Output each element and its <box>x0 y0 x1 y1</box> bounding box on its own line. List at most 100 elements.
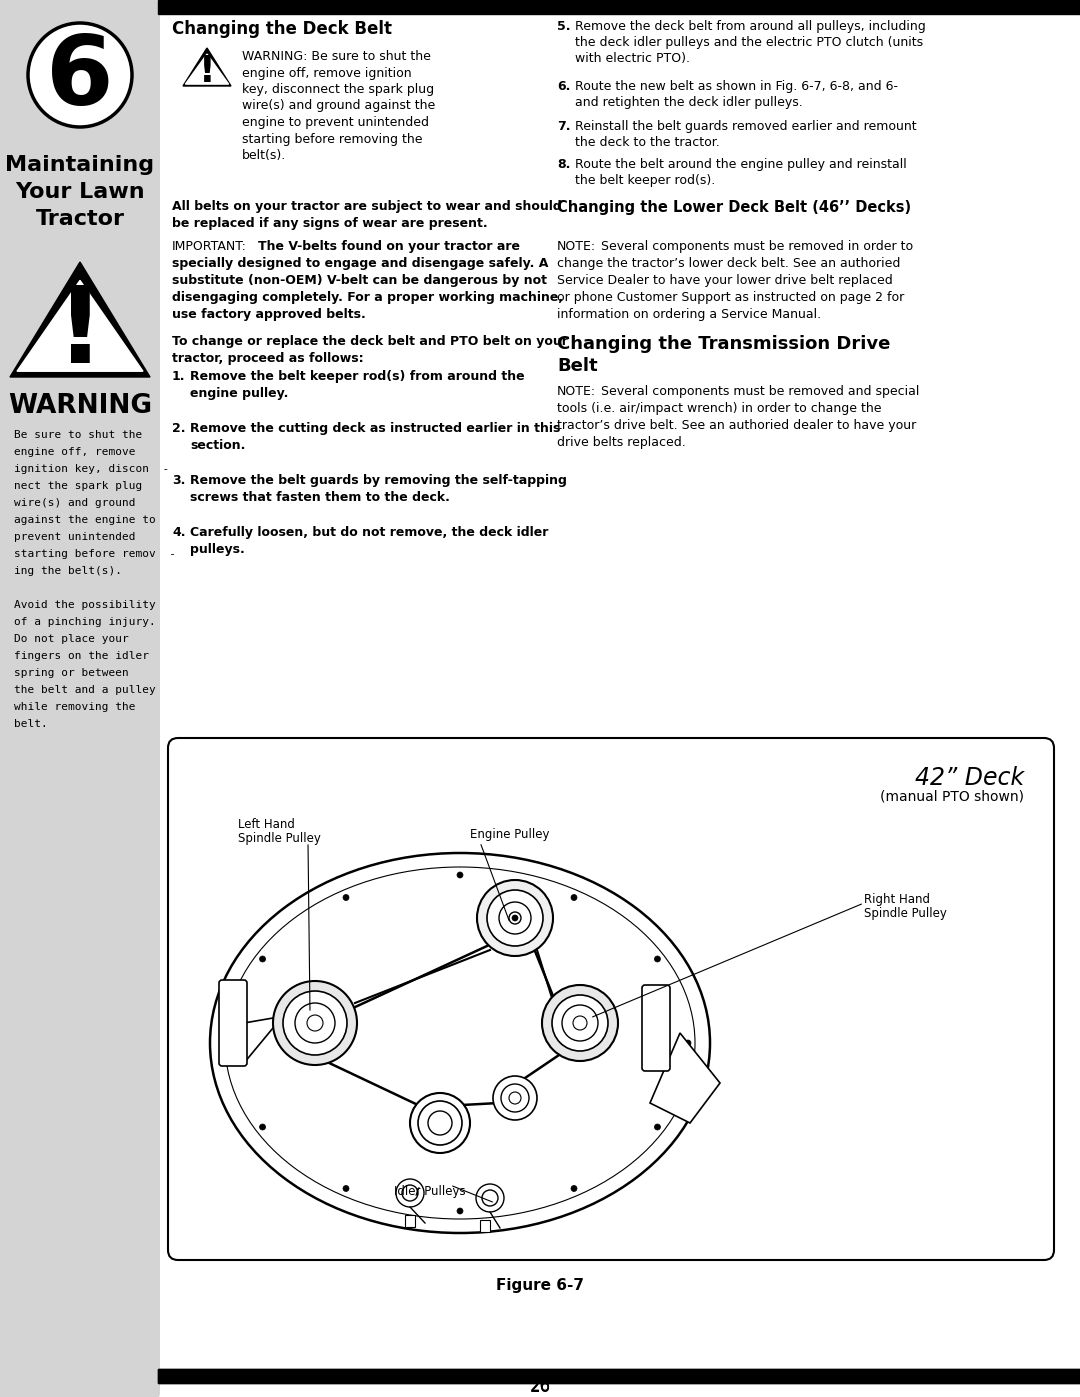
Text: engine pulley.: engine pulley. <box>190 387 288 400</box>
Circle shape <box>343 1186 349 1192</box>
FancyBboxPatch shape <box>0 0 160 1397</box>
Ellipse shape <box>210 854 710 1234</box>
Text: the deck to the tractor.: the deck to the tractor. <box>575 136 719 149</box>
Text: 1.: 1. <box>172 370 186 383</box>
Circle shape <box>542 985 618 1060</box>
Text: information on ordering a Service Manual.: information on ordering a Service Manual… <box>557 307 821 321</box>
Text: Changing the Transmission Drive: Changing the Transmission Drive <box>557 335 890 353</box>
Text: wire(s) and ground: wire(s) and ground <box>14 497 135 509</box>
Circle shape <box>509 1092 521 1104</box>
FancyBboxPatch shape <box>168 738 1054 1260</box>
Text: Remove the belt guards by removing the self-tapping: Remove the belt guards by removing the s… <box>190 474 567 488</box>
Text: Route the belt around the engine pulley and reinstall: Route the belt around the engine pulley … <box>575 158 907 170</box>
Text: Several components must be removed in order to: Several components must be removed in or… <box>597 240 913 253</box>
Text: Carefully loosen, but do not remove, the deck idler: Carefully loosen, but do not remove, the… <box>190 527 549 539</box>
Circle shape <box>571 1186 577 1192</box>
Text: the belt and a pulley: the belt and a pulley <box>14 685 156 694</box>
Text: Do not place your: Do not place your <box>14 634 129 644</box>
Text: 26: 26 <box>529 1377 551 1396</box>
Circle shape <box>501 1084 529 1112</box>
Text: spring or between: spring or between <box>14 668 129 678</box>
Text: 42” Deck: 42” Deck <box>915 766 1024 789</box>
Text: engine off, remove ignition: engine off, remove ignition <box>242 67 411 80</box>
Circle shape <box>654 956 661 963</box>
Circle shape <box>477 880 553 956</box>
Text: Route the new belt as shown in Fig. 6-7, 6-8, and 6-: Route the new belt as shown in Fig. 6-7,… <box>575 80 897 94</box>
Circle shape <box>343 894 349 901</box>
Text: and retighten the deck idler pulleys.: and retighten the deck idler pulleys. <box>575 96 802 109</box>
Text: (manual PTO shown): (manual PTO shown) <box>880 789 1024 805</box>
Polygon shape <box>186 54 229 84</box>
Text: tools (i.e. air/impact wrench) in order to change the: tools (i.e. air/impact wrench) in order … <box>557 402 881 415</box>
Circle shape <box>410 1092 470 1153</box>
Text: drive belts replaced.: drive belts replaced. <box>557 436 686 448</box>
Text: prevent unintended: prevent unintended <box>14 532 135 542</box>
FancyBboxPatch shape <box>642 985 670 1071</box>
Text: 8.: 8. <box>557 158 570 170</box>
Text: 2.: 2. <box>172 422 186 434</box>
Text: Spindle Pulley: Spindle Pulley <box>238 833 321 845</box>
Bar <box>158 1369 1080 1383</box>
Text: engine off, remove: engine off, remove <box>14 447 135 457</box>
Text: use factory approved belts.: use factory approved belts. <box>172 307 366 321</box>
Text: disengaging completely. For a proper working machine,: disengaging completely. For a proper wor… <box>172 291 563 305</box>
Circle shape <box>512 915 518 921</box>
Bar <box>405 1215 415 1227</box>
Circle shape <box>573 1016 588 1030</box>
Text: Idler Pulleys: Idler Pulleys <box>394 1185 465 1199</box>
Text: 4.: 4. <box>172 527 186 539</box>
Circle shape <box>396 1179 424 1207</box>
Text: NOTE:: NOTE: <box>557 386 596 398</box>
Text: !: ! <box>56 282 105 384</box>
Text: 5.: 5. <box>557 20 570 34</box>
Text: Several components must be removed and special: Several components must be removed and s… <box>597 386 919 398</box>
Polygon shape <box>17 281 143 372</box>
Text: Spindle Pulley: Spindle Pulley <box>864 907 947 921</box>
Text: Left Hand: Left Hand <box>238 819 295 831</box>
Text: 6: 6 <box>46 32 113 126</box>
Polygon shape <box>183 47 231 87</box>
Circle shape <box>259 956 266 963</box>
Circle shape <box>295 1003 335 1044</box>
Circle shape <box>499 902 531 935</box>
Text: of a pinching injury.: of a pinching injury. <box>14 617 156 627</box>
Polygon shape <box>650 1032 720 1123</box>
Bar <box>480 1220 490 1232</box>
Circle shape <box>685 1039 691 1046</box>
Circle shape <box>571 894 577 901</box>
Text: Remove the cutting deck as instructed earlier in this: Remove the cutting deck as instructed ea… <box>190 422 561 434</box>
Circle shape <box>273 981 357 1065</box>
Text: Engine Pulley: Engine Pulley <box>470 828 550 841</box>
Circle shape <box>457 872 463 877</box>
Text: WARNING: Be sure to shut the: WARNING: Be sure to shut the <box>242 50 431 63</box>
Text: 6.: 6. <box>557 80 570 94</box>
Text: specially designed to engage and disengage safely. A: specially designed to engage and disenga… <box>172 257 549 270</box>
Text: tractor, proceed as follows:: tractor, proceed as follows: <box>172 352 364 365</box>
Text: Changing the Deck Belt: Changing the Deck Belt <box>172 20 392 38</box>
Text: Maintaining: Maintaining <box>5 155 154 175</box>
Text: Belt: Belt <box>557 358 597 374</box>
Circle shape <box>28 22 132 127</box>
Text: Reinstall the belt guards removed earlier and remount: Reinstall the belt guards removed earlie… <box>575 120 917 133</box>
Text: The V-belts found on your tractor are: The V-belts found on your tractor are <box>258 240 519 253</box>
Bar <box>158 0 1080 14</box>
Circle shape <box>428 1111 453 1134</box>
Circle shape <box>487 890 543 946</box>
Text: Be sure to shut the: Be sure to shut the <box>14 430 143 440</box>
Text: engine to prevent unintended: engine to prevent unintended <box>242 116 429 129</box>
Text: wire(s) and ground against the: wire(s) and ground against the <box>242 99 435 113</box>
Text: section.: section. <box>190 439 245 453</box>
Text: pulleys.: pulleys. <box>190 543 245 556</box>
Text: IMPORTANT:: IMPORTANT: <box>172 240 247 253</box>
Circle shape <box>457 1208 463 1214</box>
Circle shape <box>307 1016 323 1031</box>
Circle shape <box>654 1125 661 1130</box>
Text: against the engine to: against the engine to <box>14 515 156 525</box>
FancyBboxPatch shape <box>219 981 247 1066</box>
Text: Remove the belt keeper rod(s) from around the: Remove the belt keeper rod(s) from aroun… <box>190 370 525 383</box>
Circle shape <box>229 1039 235 1046</box>
Polygon shape <box>10 263 150 377</box>
Text: change the tractor’s lower deck belt. See an authoried: change the tractor’s lower deck belt. Se… <box>557 257 901 270</box>
Text: Service Dealer to have your lower drive belt replaced: Service Dealer to have your lower drive … <box>557 274 893 286</box>
Circle shape <box>476 1185 504 1213</box>
